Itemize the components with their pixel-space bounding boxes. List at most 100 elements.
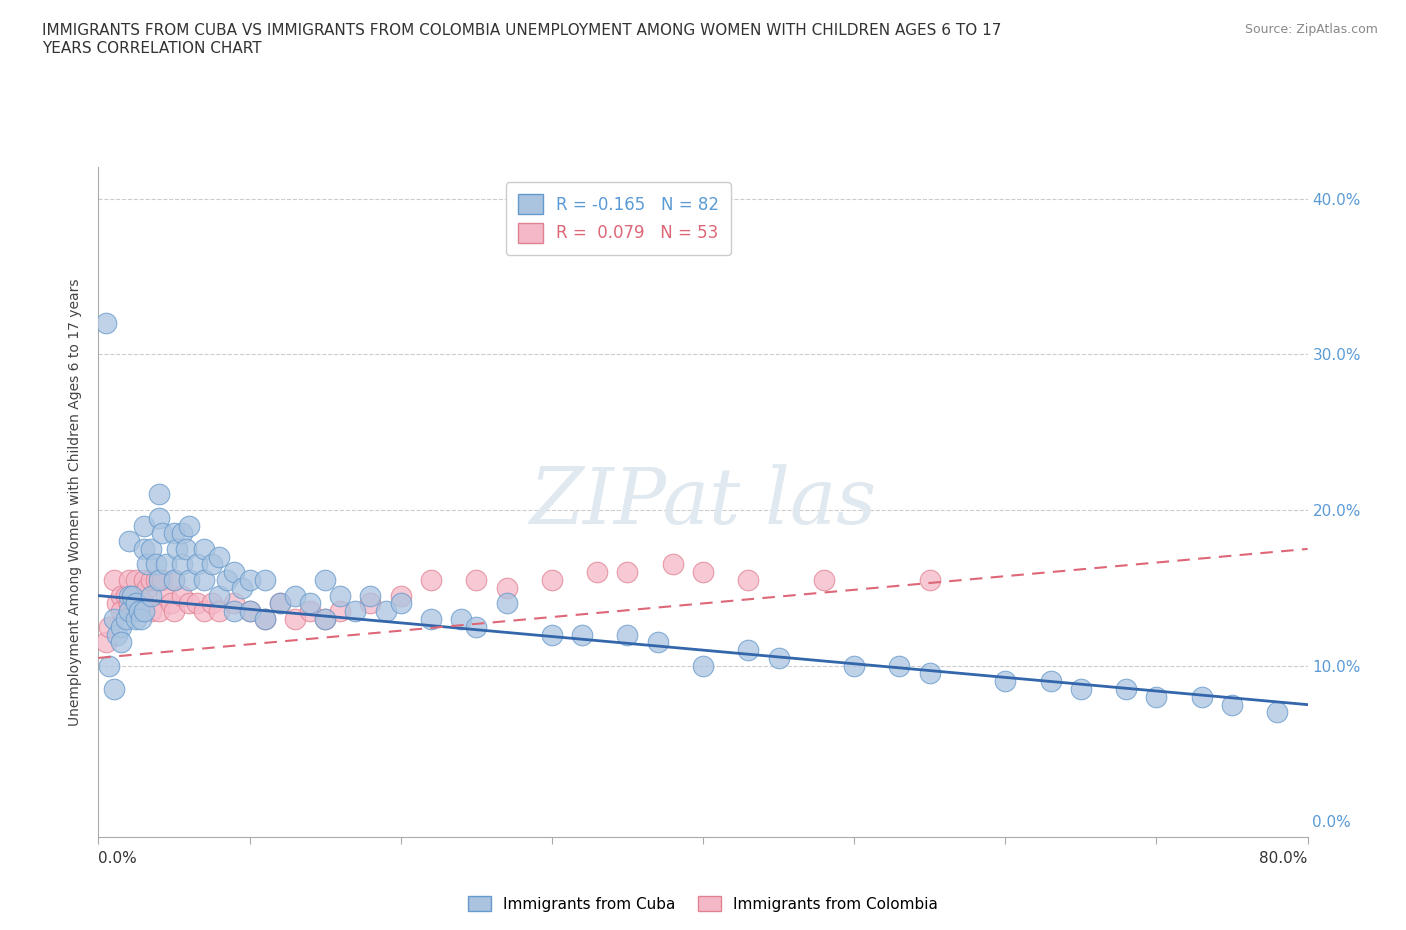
Point: [284, 612, 307, 627]
Point: [125, 604, 148, 618]
Point: [135, 580, 157, 595]
Point: [465, 619, 488, 634]
Point: [540, 627, 562, 642]
Point: [1115, 682, 1137, 697]
Point: [768, 650, 790, 665]
Point: [253, 573, 276, 588]
Point: [118, 604, 141, 618]
Point: [1267, 705, 1289, 720]
Point: [224, 596, 246, 611]
Point: [344, 604, 367, 618]
Point: [125, 612, 148, 627]
Text: ZIPat las: ZIPat las: [530, 464, 876, 540]
Point: [132, 518, 155, 533]
Point: [118, 534, 141, 549]
Point: [105, 596, 128, 611]
Point: [314, 612, 336, 627]
Point: [170, 588, 193, 603]
Point: [314, 612, 336, 627]
Point: [420, 573, 443, 588]
Point: [813, 573, 835, 588]
Point: [495, 580, 517, 595]
Point: [141, 573, 163, 588]
Point: [201, 557, 224, 572]
Point: [299, 604, 322, 618]
Point: [329, 604, 352, 618]
Point: [129, 612, 152, 627]
Point: [128, 604, 150, 618]
Point: [269, 596, 291, 611]
Legend: R = -0.165   N = 82, R =  0.079   N = 53: R = -0.165 N = 82, R = 0.079 N = 53: [506, 182, 731, 255]
Point: [148, 511, 170, 525]
Point: [374, 604, 396, 618]
Point: [253, 612, 276, 627]
Point: [114, 588, 136, 603]
Point: [170, 557, 193, 572]
Point: [662, 557, 685, 572]
Point: [450, 612, 472, 627]
Point: [616, 565, 638, 579]
Point: [586, 565, 609, 579]
Point: [103, 612, 125, 627]
Point: [148, 487, 170, 502]
Point: [110, 588, 132, 603]
Point: [389, 588, 412, 603]
Point: [360, 596, 382, 611]
Text: 0.0%: 0.0%: [98, 851, 138, 866]
Point: [103, 573, 125, 588]
Point: [201, 596, 224, 611]
Point: [918, 573, 941, 588]
Point: [253, 612, 276, 627]
Point: [132, 604, 155, 618]
Point: [737, 643, 759, 658]
Point: [193, 541, 215, 556]
Point: [193, 573, 215, 588]
Point: [166, 541, 188, 556]
Point: [114, 612, 136, 627]
Point: [141, 541, 163, 556]
Point: [98, 658, 121, 673]
Point: [145, 557, 167, 572]
Point: [224, 565, 246, 579]
Point: [141, 588, 163, 603]
Point: [420, 612, 443, 627]
Point: [193, 604, 215, 618]
Point: [647, 635, 669, 650]
Point: [103, 682, 125, 697]
Point: [163, 525, 186, 540]
Point: [360, 588, 382, 603]
Point: [121, 588, 143, 603]
Point: [150, 525, 173, 540]
Point: [465, 573, 488, 588]
Point: [389, 596, 412, 611]
Point: [1070, 682, 1092, 697]
Point: [148, 573, 170, 588]
Point: [105, 627, 128, 642]
Point: [208, 588, 231, 603]
Point: [132, 573, 155, 588]
Point: [239, 573, 262, 588]
Point: [128, 588, 150, 603]
Point: [135, 557, 157, 572]
Point: [269, 596, 291, 611]
Point: [692, 565, 714, 579]
Text: IMMIGRANTS FROM CUBA VS IMMIGRANTS FROM COLOMBIA UNEMPLOYMENT AMONG WOMEN WITH C: IMMIGRANTS FROM CUBA VS IMMIGRANTS FROM …: [42, 23, 1001, 56]
Point: [174, 541, 197, 556]
Point: [163, 573, 186, 588]
Point: [329, 588, 352, 603]
Point: [186, 596, 208, 611]
Y-axis label: Unemployment Among Women with Children Ages 6 to 17 years: Unemployment Among Women with Children A…: [69, 278, 83, 726]
Text: 80.0%: 80.0%: [1260, 851, 1308, 866]
Point: [179, 596, 201, 611]
Point: [692, 658, 714, 673]
Point: [125, 573, 148, 588]
Point: [571, 627, 593, 642]
Point: [540, 573, 562, 588]
Point: [1220, 698, 1243, 712]
Point: [170, 525, 193, 540]
Point: [1144, 689, 1167, 704]
Point: [163, 604, 186, 618]
Point: [150, 573, 173, 588]
Point: [1191, 689, 1213, 704]
Point: [495, 596, 517, 611]
